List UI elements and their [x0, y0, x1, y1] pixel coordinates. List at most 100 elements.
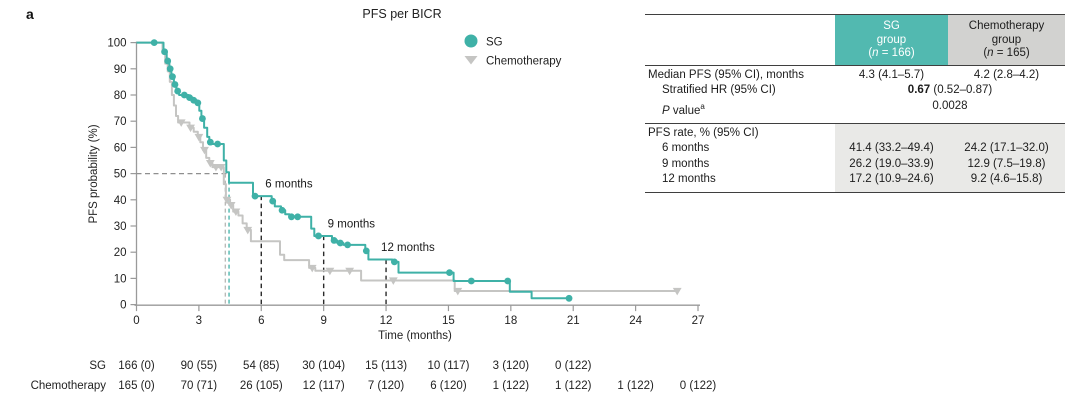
censor-mark-circle — [344, 241, 351, 249]
table-row-rate-9mo: 9 months 26.2 (19.0–33.9) 12.9 (7.5–19.8… — [645, 157, 1065, 173]
table-row-p-value: P valuea 0.0028 — [645, 99, 1065, 119]
censor-mark-circle — [269, 197, 277, 205]
censor-mark-triangle — [388, 277, 398, 285]
x-tick-label: 18 — [504, 315, 517, 327]
censor-mark-circle — [336, 239, 344, 247]
censor-mark-circle — [199, 115, 206, 122]
censor-mark-circle — [161, 48, 168, 56]
at-risk-value: 12 (117) — [303, 380, 345, 392]
at-risk-row-label: SG — [89, 360, 106, 372]
at-risk-value: 0 (122) — [680, 380, 717, 392]
censor-mark-triangle — [222, 196, 232, 205]
censor-mark-circle — [330, 237, 338, 244]
x-tick-label: 12 — [380, 315, 393, 327]
censor-mark-triangle — [186, 124, 195, 133]
legend: SG Chemotherapy — [464, 34, 562, 68]
median-pfs-chemo-value: 4.2 (2.8–4.2) — [973, 68, 1040, 81]
censor-mark-circle — [214, 140, 222, 148]
table-header-empty-cell — [645, 15, 835, 65]
censor-mark-triangle — [231, 208, 241, 216]
table-bottom-rule — [645, 191, 1065, 193]
table-top-rule — [645, 14, 1065, 15]
censor-mark-circle — [565, 294, 573, 302]
at-risk-value: 10 (117) — [427, 360, 469, 372]
table-row-rate-12mo: 12 months 17.2 (10.9–24.6) 9.2 (4.6–15.8… — [645, 172, 1065, 188]
table-header-chemo-group: Chemotherapy group (n = 165) — [948, 15, 1065, 65]
row-label: 9 months — [662, 157, 710, 170]
panel-label: a — [26, 6, 34, 22]
row-label: PFS rate, % (95% CI) — [648, 126, 759, 139]
median-pfs-sg-value: 4.3 (4.1–5.7) — [858, 68, 925, 81]
empty-cell — [948, 126, 1065, 142]
rate-6mo-sg-value: 41.4 (33.2–49.4) — [849, 142, 934, 155]
at-risk-value: 15 (113) — [365, 360, 407, 372]
landmark-label: 9 months — [328, 218, 376, 230]
legend-chemo-marker-icon — [464, 56, 478, 65]
x-tick-label: 0 — [133, 315, 139, 327]
sg-header-line2: group — [876, 33, 907, 46]
censor-mark-circle — [164, 57, 172, 65]
censor-mark-circle — [150, 39, 158, 46]
table-header-rule — [645, 64, 1065, 66]
y-tick-label: 0 — [120, 300, 126, 312]
censor-mark-triangle — [205, 160, 215, 168]
x-axis-title: Time (months) — [378, 330, 452, 342]
table-header-sg-group: SG group (n = 166) — [835, 15, 948, 65]
censor-mark-circle — [446, 269, 453, 277]
x-tick-label: 27 — [692, 315, 705, 327]
censor-mark-triangle — [200, 146, 209, 155]
y-tick-label: 20 — [114, 247, 127, 259]
censor-mark-triangle — [345, 267, 355, 276]
rate-12mo-sg-value: 17.2 (10.9–24.6) — [849, 173, 934, 186]
at-risk-value: 165 (0) — [118, 380, 155, 392]
at-risk-value: 90 (55) — [181, 360, 218, 372]
censor-mark-triangle — [672, 287, 682, 296]
x-tick-label: 21 — [567, 315, 580, 327]
at-risk-value: 3 (120) — [493, 360, 530, 372]
censor-mark-circle — [171, 81, 179, 88]
censor-mark-circle — [504, 277, 512, 285]
empty-cell — [835, 126, 948, 142]
table-row-stratified-hr: Stratified HR (95% CI) 0.67 (0.52–0.87) — [645, 83, 1065, 99]
y-tick-label: 60 — [114, 142, 127, 154]
at-risk-value: 1 (122) — [493, 380, 530, 392]
landmark-label: 6 months — [265, 179, 313, 191]
rate-6mo-chemo-value: 24.2 (17.1–32.0) — [964, 142, 1049, 155]
censor-mark-circle — [166, 65, 174, 73]
y-tick-label: 30 — [114, 221, 127, 233]
chemo-header-line2: group — [991, 33, 1022, 46]
censor-mark-triangle — [325, 267, 335, 276]
censor-mark-triangle — [176, 119, 186, 127]
row-label: 12 months — [662, 173, 716, 186]
censor-mark-triangle — [216, 163, 226, 172]
x-tick-label: 15 — [442, 315, 455, 327]
plot-title: PFS per BICR — [362, 7, 441, 21]
censor-mark-triangle — [453, 287, 463, 296]
at-risk-value: 0 (122) — [555, 360, 592, 372]
censor-mark-triangle — [243, 226, 253, 235]
at-risk-value: 6 (120) — [430, 380, 467, 392]
table-mid-rule — [645, 122, 1065, 124]
censor-mark-circle — [206, 138, 214, 146]
at-risk-value: 1 (122) — [617, 380, 654, 392]
legend-chemo-label: Chemotherapy — [486, 56, 562, 68]
chemo-header-n: (n = 165) — [983, 47, 1030, 59]
x-tick-label: 9 — [320, 315, 326, 327]
rate-12mo-chemo-value: 9.2 (4.6–15.8) — [970, 173, 1043, 186]
y-tick-label: 50 — [114, 169, 127, 181]
table-row-rate-header: PFS rate, % (95% CI) — [645, 126, 1065, 142]
y-tick-label: 100 — [107, 38, 126, 50]
x-tick-label: 24 — [629, 315, 642, 327]
censor-mark-circle — [174, 87, 182, 95]
table-row-rate-6mo: 6 months 41.4 (33.2–49.4) 24.2 (17.1–32.… — [645, 141, 1065, 157]
landmark-label: 12 months — [381, 242, 435, 254]
at-risk-value: 166 (0) — [118, 360, 155, 372]
table-section-pfs-rate: PFS rate, % (95% CI) 6 months 41.4 (33.2… — [645, 123, 1065, 192]
at-risk-value: 26 (105) — [240, 380, 283, 392]
summary-table: SG group (n = 166) Chemotherapy group (n… — [645, 14, 1065, 193]
legend-sg-marker-icon — [464, 34, 478, 48]
x-tick-label: 3 — [196, 315, 202, 327]
p-value: 0.0028 — [932, 99, 968, 112]
censor-mark-triangle — [226, 201, 236, 210]
